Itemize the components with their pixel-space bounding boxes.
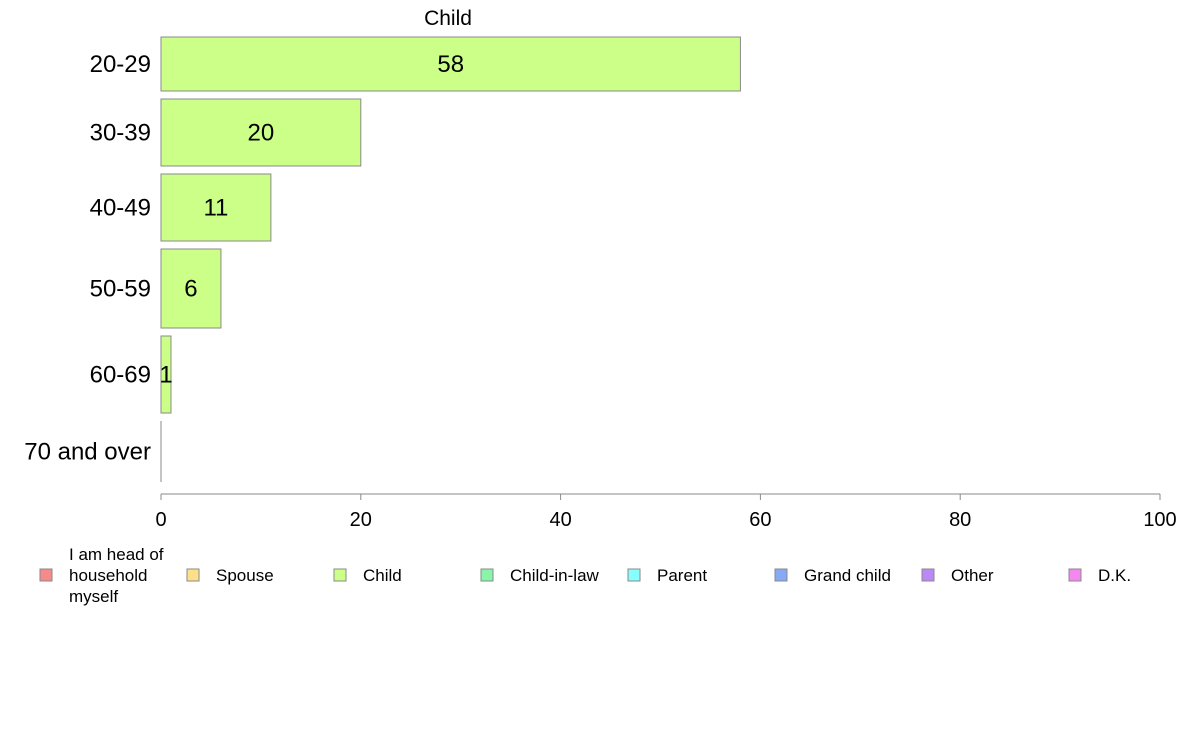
legend-label: Child bbox=[363, 566, 402, 585]
x-tick-label: 80 bbox=[949, 509, 971, 531]
bar bbox=[160, 36, 741, 92]
category-label: 40-49 bbox=[90, 195, 151, 222]
category-label: 30-39 bbox=[90, 120, 151, 147]
bars-group: 20-29 58 30-39 20 40-49 11 50-59 6 60-69 1 70 and … bbox=[24, 36, 741, 482]
legend: I am head of household myself Spouse Child Ch… bbox=[39, 545, 1131, 606]
category-label: 60-69 bbox=[90, 362, 151, 389]
x-tick-label: 60 bbox=[749, 509, 771, 531]
bar bbox=[160, 173, 272, 242]
legend-swatch bbox=[774, 568, 788, 582]
legend-swatch bbox=[186, 568, 200, 582]
x-tick-label: 40 bbox=[549, 509, 571, 531]
legend-label: D.K. bbox=[1098, 566, 1131, 585]
data-label: 58 bbox=[437, 51, 464, 78]
legend-label: Parent bbox=[657, 566, 707, 585]
legend-label: I am head of household myself bbox=[69, 545, 164, 606]
legend-swatch bbox=[1068, 568, 1082, 582]
chart-title: Child bbox=[424, 7, 472, 30]
data-label: 20 bbox=[248, 120, 275, 147]
bar bbox=[160, 98, 362, 167]
legend-label: Grand child bbox=[804, 566, 891, 585]
legend-swatch bbox=[480, 568, 494, 582]
legend-label: Spouse bbox=[216, 566, 274, 585]
legend-swatch bbox=[921, 568, 935, 582]
bar bbox=[160, 248, 222, 329]
category-label: 20-29 bbox=[90, 51, 151, 78]
legend-swatch bbox=[333, 568, 347, 582]
legend-swatch bbox=[627, 568, 641, 582]
bar bbox=[160, 335, 172, 414]
legend-label: Child-in-law bbox=[510, 566, 600, 585]
x-tick-label: 100 bbox=[1143, 509, 1176, 531]
data-label: 6 bbox=[184, 276, 197, 303]
category-label: 50-59 bbox=[90, 276, 151, 303]
data-label: 1 bbox=[159, 362, 172, 389]
legend-swatch bbox=[39, 568, 53, 582]
x-tick-label: 20 bbox=[350, 509, 372, 531]
legend-label: Other bbox=[951, 566, 994, 585]
data-label: 11 bbox=[203, 195, 228, 222]
x-axis: 0 20 40 60 80 100 bbox=[155, 493, 1177, 531]
x-tick-label: 0 bbox=[155, 509, 166, 531]
category-label: 70 and over bbox=[24, 439, 151, 466]
